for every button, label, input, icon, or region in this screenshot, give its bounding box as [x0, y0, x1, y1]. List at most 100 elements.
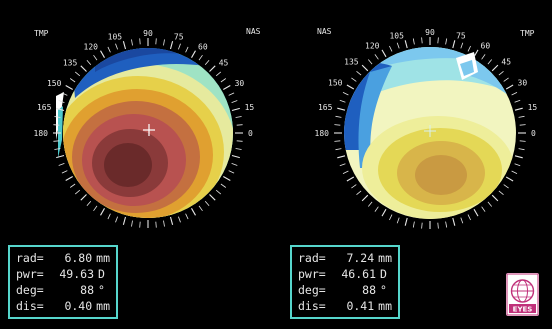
scale-tick: [511, 92, 518, 96]
scale-tick: [335, 148, 342, 151]
scale-tick: [209, 65, 216, 72]
scale-tick: [65, 85, 73, 90]
scale-tick: [198, 205, 203, 212]
scale-tick: [491, 194, 499, 202]
scale-tick: [389, 45, 393, 52]
readout-row-rad: rad= 6.80 mm: [16, 250, 110, 266]
scale-tick: [54, 116, 61, 118]
readout-unit: mm: [96, 299, 110, 313]
scale-tick: [228, 170, 235, 174]
scale-tick: [220, 183, 227, 188]
scale-tick: [231, 163, 238, 166]
scale-tick: [374, 206, 379, 212]
scale-tick: [56, 154, 65, 159]
readout-unit: °: [380, 283, 387, 297]
right-map-side-label-right: TMP: [520, 29, 535, 38]
scale-tick: [86, 200, 92, 207]
scale-tick: [53, 140, 60, 142]
scale-tick: [139, 38, 141, 45]
scale-tick: [236, 124, 243, 126]
scale-tick: [215, 189, 222, 195]
scale-tick: [100, 208, 105, 216]
left-readout-panel: rad= 6.80 mm pwr= 49.63 D deg= 88 ° dis=…: [8, 245, 118, 319]
scale-tick: [231, 107, 240, 112]
scale-tick: [228, 92, 235, 96]
scale-tick: [220, 78, 227, 83]
readout-label: pwr=: [298, 267, 326, 281]
scale-tick: [65, 176, 73, 181]
scale-tick: [236, 140, 243, 142]
scale-tick: [185, 213, 189, 220]
scale-tick: [93, 205, 98, 212]
scale-tick: [514, 163, 521, 167]
scale-label-75: 75: [174, 32, 184, 41]
scale-label-150: 150: [328, 79, 343, 88]
scale-tick: [361, 194, 369, 202]
scale-tick: [337, 107, 346, 111]
scale-tick: [351, 184, 357, 189]
readout-row-pwr: pwr= 49.63 D: [16, 266, 110, 282]
scale-tick: [460, 42, 464, 49]
logo-text: EYES: [513, 306, 533, 314]
scale-tick: [481, 54, 486, 60]
readout-unit: mm: [96, 251, 110, 265]
globe-logo-icon: EYES: [506, 273, 539, 316]
scale-tick: [122, 216, 127, 225]
scale-label-165: 165: [318, 103, 333, 112]
readout-value: 46.61: [341, 267, 376, 281]
scale-tick: [69, 183, 76, 188]
scale-tick: [412, 38, 415, 45]
scale-tick: [396, 42, 400, 49]
readout-row-deg: deg= 88 °: [298, 282, 392, 298]
scale-tick: [334, 124, 341, 126]
scale-tick: [437, 37, 439, 44]
scale-tick: [491, 64, 499, 72]
scale-tick: [367, 201, 373, 207]
scale-tick: [445, 38, 448, 45]
scale-tick: [339, 163, 346, 167]
scale-tick: [53, 124, 60, 126]
readout-label: dis=: [298, 299, 326, 313]
scale-tick: [204, 59, 210, 66]
readout-label: deg=: [16, 283, 44, 297]
scale-tick: [231, 154, 240, 159]
scale-tick: [191, 50, 196, 58]
scale-tick: [80, 194, 87, 201]
scale-tick: [223, 85, 231, 90]
scale-tick: [437, 222, 439, 229]
readout-label: pwr=: [16, 267, 44, 281]
scale-tick: [396, 217, 400, 224]
scale-tick: [339, 99, 346, 103]
scale-label-120: 120: [365, 42, 380, 51]
scale-tick: [361, 64, 369, 72]
right-map-scan-artifact: [456, 52, 478, 80]
scale-label-15: 15: [245, 103, 255, 112]
readout-value: 88: [362, 283, 376, 297]
scale-tick: [518, 115, 525, 118]
scale-tick: [514, 107, 523, 111]
scale-tick: [452, 217, 456, 226]
scale-tick: [498, 70, 504, 76]
scale-label-90: 90: [143, 29, 153, 38]
readout-label: dis=: [16, 299, 44, 313]
readout-value: 49.63: [59, 267, 94, 281]
scale-tick: [487, 201, 493, 207]
scale-tick: [421, 222, 423, 229]
scale-tick: [235, 116, 242, 118]
readout-unit: mm: [378, 299, 392, 313]
scale-label-105: 105: [389, 31, 404, 40]
scale-label-135: 135: [344, 58, 359, 67]
scale-tick: [115, 216, 118, 223]
scale-tick: [356, 70, 362, 76]
readout-row-dis: dis= 0.41 mm: [298, 298, 392, 314]
scale-tick: [56, 107, 65, 112]
scale-tick: [74, 189, 81, 195]
scale-tick: [107, 46, 111, 53]
scale-tick: [404, 40, 408, 49]
readout-unit: D: [380, 267, 387, 281]
scale-tick: [235, 148, 242, 150]
scale-tick: [69, 78, 76, 83]
right-readout-panel: rad= 7.24 mm pwr= 46.61 D deg= 88 ° dis=…: [290, 245, 400, 319]
scale-tick: [503, 77, 509, 82]
scale-tick: [346, 84, 355, 90]
